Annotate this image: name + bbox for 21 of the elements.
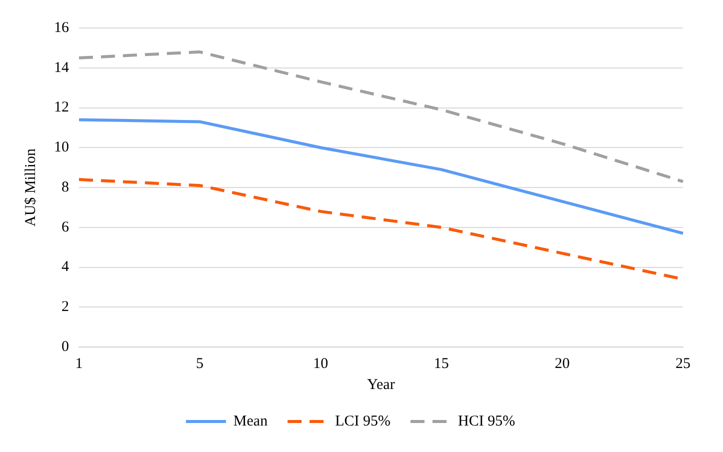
y-tick-label: 6 (62, 219, 70, 236)
x-tick-label: 1 (75, 356, 83, 372)
x-axis-title: Year (367, 376, 395, 393)
legend-label: LCI 95% (335, 413, 391, 430)
legend-label: HCI 95% (458, 413, 516, 430)
x-tick-label: 15 (434, 356, 449, 372)
y-tick-label: 2 (62, 299, 69, 316)
x-tick-label: 10 (313, 356, 328, 372)
y-tick-label: 12 (54, 100, 69, 116)
y-tick-label: 0 (62, 338, 69, 355)
y-axis-title: AU$ Million (22, 148, 39, 226)
y-tick-label: 4 (62, 259, 70, 276)
x-tick-label: 25 (676, 356, 690, 372)
y-tick-label: 16 (54, 20, 70, 36)
y-tick-label: 10 (54, 140, 69, 156)
x-tick-label: 20 (554, 356, 570, 372)
x-tick-label: 5 (196, 356, 204, 372)
y-tick-label: 14 (54, 60, 70, 76)
y-tick-label: 8 (62, 179, 69, 196)
legend-label: Mean (233, 413, 268, 430)
line-series (78, 50, 684, 184)
